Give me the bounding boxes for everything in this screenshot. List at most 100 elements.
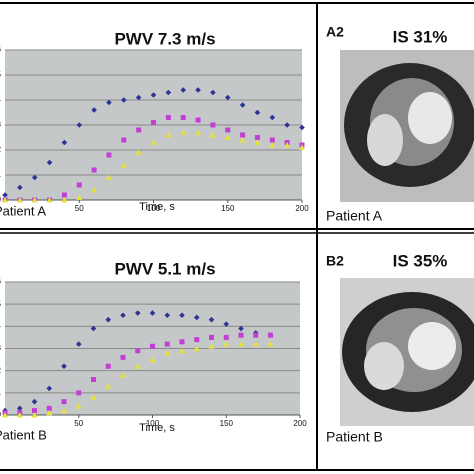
point xyxy=(254,109,261,116)
point xyxy=(16,197,23,203)
point xyxy=(193,314,200,321)
point xyxy=(224,94,231,101)
point xyxy=(224,134,231,140)
point xyxy=(164,349,171,356)
point xyxy=(31,398,38,405)
point xyxy=(195,87,201,93)
point xyxy=(91,187,98,193)
point xyxy=(150,139,157,145)
point xyxy=(210,122,216,128)
point xyxy=(120,312,126,319)
point xyxy=(238,341,244,347)
point xyxy=(2,412,8,418)
point xyxy=(31,412,38,418)
point xyxy=(195,117,201,123)
point xyxy=(31,197,38,203)
point xyxy=(135,348,141,354)
y-tick-label: 6 xyxy=(0,277,2,286)
point xyxy=(240,132,246,138)
chart-title: PWV 7.3 m/s xyxy=(114,29,215,48)
point xyxy=(164,312,171,319)
point xyxy=(46,159,53,166)
point xyxy=(223,321,230,327)
y-tick-label: 2 xyxy=(0,366,2,375)
panel-title: IS 35% xyxy=(393,251,448,270)
point xyxy=(46,409,53,416)
point xyxy=(105,383,112,389)
point xyxy=(61,363,67,370)
x-tick-label: 50 xyxy=(75,204,84,213)
point xyxy=(61,139,68,146)
chart-title: PWV 5.1 m/s xyxy=(114,259,215,278)
point xyxy=(17,184,23,191)
point xyxy=(179,312,185,319)
y-tick-label: 5 xyxy=(0,299,2,308)
point xyxy=(180,129,187,135)
point xyxy=(32,408,37,414)
point xyxy=(16,412,23,418)
mri-image xyxy=(340,50,474,202)
point xyxy=(165,89,172,96)
point xyxy=(238,332,244,338)
x-tick-label: 50 xyxy=(74,419,83,428)
point xyxy=(179,339,185,345)
point xyxy=(91,107,97,113)
point xyxy=(269,142,276,148)
point xyxy=(76,182,82,188)
point xyxy=(284,122,290,128)
point xyxy=(209,334,214,340)
point xyxy=(208,316,215,323)
point xyxy=(239,102,246,108)
point xyxy=(106,152,112,158)
point xyxy=(195,129,202,135)
point xyxy=(238,325,244,332)
x-tick-label: 200 xyxy=(293,419,307,428)
panel-label: B2 xyxy=(326,253,344,269)
point xyxy=(61,192,67,198)
point xyxy=(46,405,52,411)
point xyxy=(120,162,127,168)
point xyxy=(121,137,127,143)
point xyxy=(180,115,186,120)
point xyxy=(223,334,229,340)
point xyxy=(106,99,112,106)
point xyxy=(91,377,96,383)
x-tick-label: 200 xyxy=(295,204,309,213)
point xyxy=(120,354,126,360)
y-tick-label: 4 xyxy=(0,321,2,330)
y-tick-label: 1 xyxy=(0,388,2,397)
panel-caption: Patient B xyxy=(326,429,383,445)
point xyxy=(269,114,276,121)
point xyxy=(150,343,155,349)
point xyxy=(91,167,97,173)
caption: Patient B xyxy=(0,427,47,442)
point xyxy=(180,87,186,93)
point xyxy=(299,124,305,131)
x-axis-label: Time, s xyxy=(139,201,175,213)
point xyxy=(267,341,274,347)
point xyxy=(46,385,53,392)
point xyxy=(268,332,273,338)
point xyxy=(75,403,82,409)
point xyxy=(253,332,259,338)
point xyxy=(284,142,291,148)
mri-image xyxy=(340,278,474,426)
point xyxy=(121,97,127,103)
point xyxy=(75,341,82,347)
point xyxy=(135,94,142,101)
point xyxy=(209,132,216,138)
point xyxy=(208,343,215,349)
x-tick-label: 150 xyxy=(221,204,235,213)
point xyxy=(134,363,141,369)
point xyxy=(210,89,216,96)
y-tick-label: 3 xyxy=(0,120,2,129)
point xyxy=(269,137,275,143)
point xyxy=(193,345,200,351)
point xyxy=(61,197,68,203)
y-tick-label: 4 xyxy=(0,95,2,104)
x-axis-label: Time, s xyxy=(139,422,175,434)
point xyxy=(90,394,97,400)
point xyxy=(76,390,82,396)
panel-label: A2 xyxy=(326,24,344,40)
point xyxy=(164,341,170,347)
